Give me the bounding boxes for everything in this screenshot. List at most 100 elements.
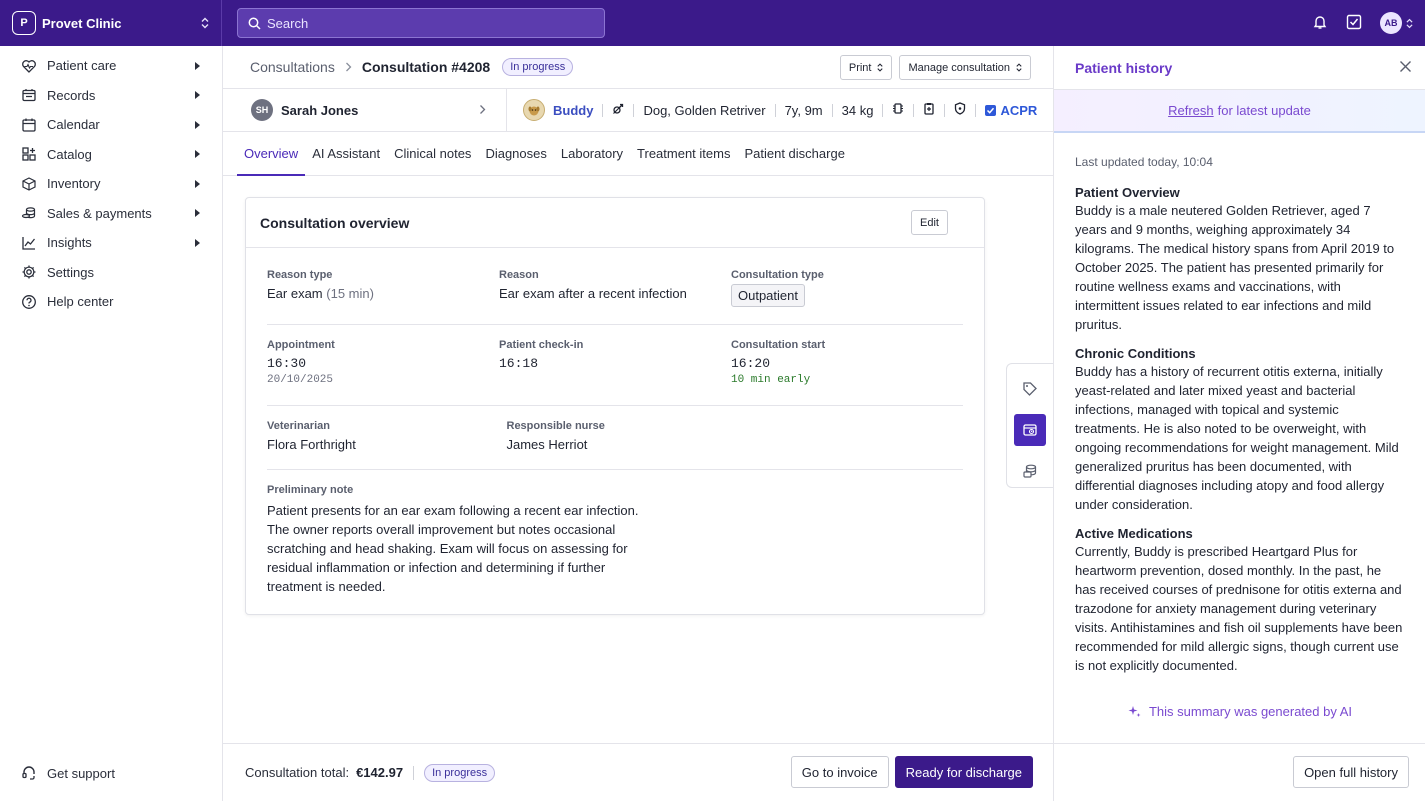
- history-section-title: Chronic Conditions: [1075, 346, 1196, 361]
- sidebar-item-label: Patient care: [47, 58, 117, 74]
- sidebar-item-sales-payments[interactable]: Sales & payments: [0, 199, 222, 229]
- side-toolbar: [1006, 363, 1053, 488]
- print-button[interactable]: Print: [839, 55, 893, 80]
- go-to-invoice-button[interactable]: Go to invoice: [790, 756, 889, 788]
- edit-button[interactable]: Edit: [911, 210, 948, 235]
- sidebar-item-patient-care[interactable]: Patient care: [0, 51, 222, 81]
- acpr-flag[interactable]: ACPR: [985, 103, 1037, 118]
- clinic-badge: P: [12, 11, 36, 35]
- checkin-time: 16:18: [499, 356, 539, 371]
- user-menu[interactable]: AB: [1380, 12, 1413, 34]
- tab-clinical-notes[interactable]: Clinical notes: [394, 146, 472, 161]
- sidebar-item-label: Catalog: [47, 146, 92, 162]
- tag-icon: [1023, 382, 1037, 396]
- tab-laboratory[interactable]: Laboratory: [560, 146, 624, 161]
- consultation-start-label: Consultation start: [731, 339, 826, 351]
- sidebar-item-label: Insights: [47, 235, 92, 251]
- preliminary-note-label: Preliminary note: [267, 484, 354, 496]
- sidebar-item-label: Inventory: [47, 176, 101, 192]
- divider: [413, 765, 415, 780]
- card-title: Consultation overview: [260, 214, 410, 231]
- appointment-date: 20/10/2025: [267, 374, 334, 386]
- shield-icon[interactable]: [954, 102, 966, 118]
- sparkle-icon: [1128, 706, 1141, 717]
- billing-tool[interactable]: [1014, 455, 1046, 487]
- neutered-icon: [612, 103, 624, 118]
- microchip-icon[interactable]: [892, 102, 904, 118]
- sidebar-item-calendar[interactable]: Calendar: [0, 110, 222, 140]
- tag-tool[interactable]: [1014, 373, 1046, 405]
- chevron-updown-icon: [201, 17, 209, 29]
- pet-info: Buddy Dog, Golden Retriver 7y, 9m 34 kg: [507, 89, 1037, 131]
- caret-right-icon: [195, 61, 200, 70]
- sidebar-item-label: Sales & payments: [47, 205, 152, 221]
- get-support-link[interactable]: Get support: [0, 759, 222, 789]
- consultation-header: Consultations Consultation #4208 In prog…: [223, 46, 1053, 89]
- close-icon[interactable]: [1399, 60, 1412, 76]
- divider: [944, 103, 946, 117]
- overview-row-reason: Reason type Ear exam (15 min) Reason Ear…: [267, 248, 963, 325]
- chevron-updown-icon: [877, 63, 884, 72]
- divider: [913, 103, 915, 117]
- history-section-text: Currently, Buddy is prescribed Heartgard…: [1075, 544, 1403, 673]
- insurance-icon[interactable]: [923, 102, 935, 118]
- open-full-history-button[interactable]: Open full history: [1293, 756, 1409, 788]
- clinic-switcher[interactable]: P Provet Clinic: [0, 0, 222, 46]
- box-icon: [21, 176, 37, 192]
- patient-history-panel: Patient history Refresh for latest updat…: [1053, 46, 1425, 801]
- history-section-title: Patient Overview: [1075, 185, 1180, 200]
- history-sections: Patient Overview Buddy is a male neutered…: [1075, 185, 1404, 675]
- chevron-updown-icon: [1016, 63, 1022, 72]
- appointment-time: 16:30: [267, 356, 307, 371]
- caret-right-icon: [195, 209, 200, 218]
- sidebar-item-insights[interactable]: Insights: [0, 228, 222, 258]
- reason-type-value: Ear exam: [267, 286, 323, 301]
- sidebar-item-inventory[interactable]: Inventory: [0, 169, 222, 199]
- tab-ai-assistant[interactable]: AI Assistant: [312, 146, 381, 161]
- caret-right-icon: [195, 91, 200, 100]
- print-label: Print: [848, 61, 872, 74]
- divider: [774, 103, 776, 117]
- refresh-link[interactable]: Refresh: [1168, 103, 1214, 118]
- sidebar-item-label: Help center: [47, 294, 114, 310]
- history-section-text: Buddy has a history of recurrent otitis …: [1075, 364, 1399, 512]
- consultation-start-time: 16:20: [731, 356, 771, 371]
- catalog-icon: [21, 146, 37, 162]
- top-bar: P Provet Clinic AB: [0, 0, 1425, 46]
- consultation-overview-card: Consultation overview Edit Reason type E…: [245, 197, 985, 615]
- ai-summary-note: This summary was generated by AI: [1054, 704, 1425, 719]
- manage-consultation-button[interactable]: Manage consultation: [899, 55, 1031, 80]
- tab-diagnoses[interactable]: Diagnoses: [485, 146, 547, 161]
- search-icon: [248, 17, 261, 30]
- sidebar-item-settings[interactable]: Settings: [0, 258, 222, 288]
- divider: [975, 103, 977, 117]
- main-content: Consultations Consultation #4208 In prog…: [223, 46, 1053, 801]
- reason-type-label: Reason type: [267, 269, 333, 281]
- nav-list: Patient care Records Calendar Catalog Invent…: [0, 46, 222, 317]
- sidebar-item-label: Settings: [47, 264, 94, 280]
- history-tool[interactable]: [1014, 414, 1046, 446]
- checkbox-checked-icon: [985, 104, 997, 116]
- ready-for-discharge-button[interactable]: Ready for discharge: [894, 756, 1033, 788]
- caret-right-icon: [195, 120, 200, 129]
- sidebar-item-help-center[interactable]: Help center: [0, 287, 222, 317]
- owner-link[interactable]: SH Sarah Jones: [223, 89, 507, 131]
- tasks-icon[interactable]: [1346, 14, 1362, 33]
- pet-name-link[interactable]: Buddy: [553, 102, 594, 118]
- bell-icon[interactable]: [1312, 14, 1328, 33]
- caret-right-icon: [195, 238, 200, 247]
- veterinarian-value: Flora Forthright: [267, 437, 356, 452]
- tab-patient-discharge[interactable]: Patient discharge: [744, 146, 845, 161]
- avatar: AB: [1380, 12, 1402, 34]
- sidebar-item-catalog[interactable]: Catalog: [0, 140, 222, 170]
- heart-pulse-icon: [21, 58, 37, 74]
- consultation-type-label: Consultation type: [731, 269, 824, 281]
- sidebar-item-records[interactable]: Records: [0, 81, 222, 111]
- search-box[interactable]: [237, 8, 605, 38]
- pet-age: 7y, 9m: [784, 102, 823, 118]
- tab-overview[interactable]: Overview: [237, 132, 306, 176]
- search-input[interactable]: [267, 15, 587, 31]
- tab-treatment-items[interactable]: Treatment items: [637, 146, 731, 161]
- headset-icon: [21, 765, 37, 781]
- breadcrumb-consultations[interactable]: Consultations: [250, 59, 335, 75]
